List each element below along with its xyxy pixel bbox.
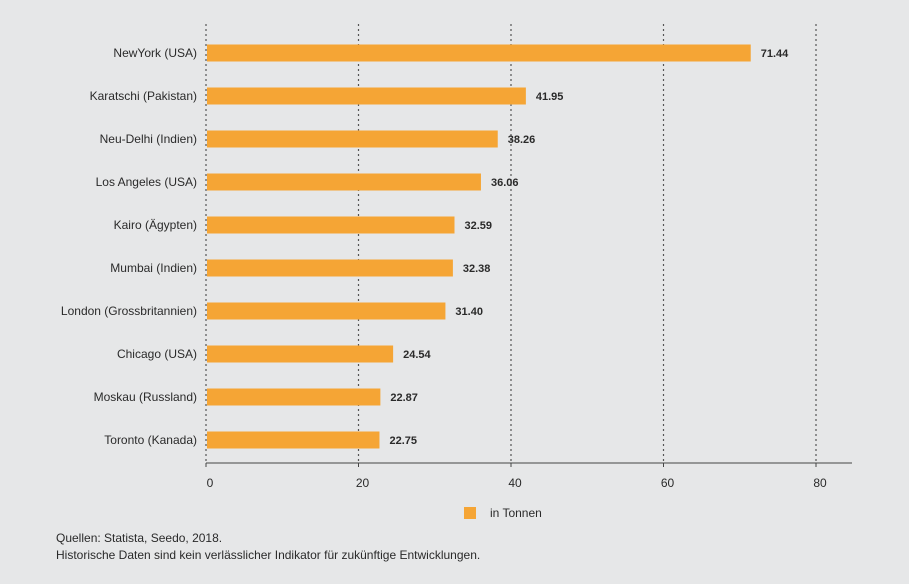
bar (207, 259, 453, 277)
category-label: Chicago (USA) (117, 347, 197, 361)
bar-chart: NewYork (USA) 71.44 Karatschi (Pakistan) 41… (61, 24, 852, 490)
bar-layer (207, 44, 751, 449)
footer: Quellen: Statista, Seedo, 2018. Historis… (56, 530, 480, 564)
category-label: NewYork (USA) (113, 46, 197, 60)
category-label: Kairo (Ägypten) (114, 218, 197, 232)
bar (207, 431, 380, 449)
category-label: Toronto (Kanada) (104, 433, 197, 447)
legend-label: in Tonnen (490, 506, 542, 520)
value-label: 32.38 (463, 263, 491, 275)
category-label: Karatschi (Pakistan) (90, 89, 197, 103)
x-tick-label: 0 (207, 476, 214, 490)
value-label: 24.54 (403, 349, 431, 361)
value-label: 31.40 (455, 306, 483, 318)
category-label: Neu-Delhi (Indien) (100, 132, 197, 146)
bar (207, 173, 481, 191)
value-label: 71.44 (761, 48, 789, 60)
value-label: 38.26 (508, 134, 536, 146)
category-label: London (Grossbritannien) (61, 304, 197, 318)
x-tick-label: 20 (356, 476, 370, 490)
x-tick-label: 80 (813, 476, 827, 490)
bar (207, 388, 381, 406)
category-label: Los Angeles (USA) (96, 175, 197, 189)
value-label: 41.95 (536, 91, 564, 103)
bar (207, 216, 455, 234)
bar (207, 302, 446, 320)
legend-swatch (464, 507, 476, 519)
label-layer: NewYork (USA) 71.44 Karatschi (Pakistan) 41… (61, 46, 789, 447)
value-label: 36.06 (491, 177, 519, 189)
axis-layer: 0 20 40 60 80 (205, 462, 852, 490)
legend: in Tonnen (464, 506, 542, 520)
value-label: 32.59 (464, 220, 492, 232)
bar (207, 130, 498, 148)
bar (207, 345, 394, 363)
x-tick-label: 40 (508, 476, 522, 490)
category-label: Mumbai (Indien) (110, 261, 197, 275)
x-tick-label: 60 (661, 476, 675, 490)
category-label: Moskau (Russland) (94, 390, 197, 404)
bar (207, 87, 526, 105)
disclaimer-note: Historische Daten sind kein verlässliche… (56, 548, 481, 562)
bar (207, 44, 751, 62)
source-note: Quellen: Statista, Seedo, 2018. (56, 531, 223, 545)
value-label: 22.87 (390, 392, 418, 404)
value-label: 22.75 (389, 435, 417, 447)
